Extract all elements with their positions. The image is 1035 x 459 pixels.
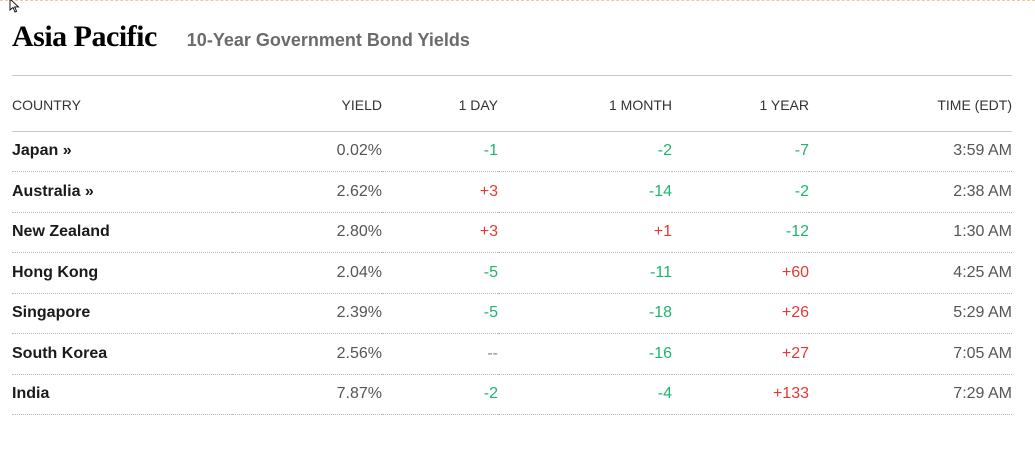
- change-1-day-cell: +3: [382, 171, 498, 213]
- time-cell: 7:05 AM: [809, 333, 1012, 375]
- country-name: Singapore: [12, 293, 232, 334]
- change-1-year-cell: +27: [672, 333, 809, 375]
- time-cell: 3:59 AM: [809, 131, 1012, 172]
- change-1-year-cell: -7: [672, 131, 809, 172]
- column-header-country[interactable]: COUNTRY: [12, 76, 232, 132]
- change-1-month-cell: +1: [498, 212, 672, 253]
- column-header-1-year[interactable]: 1 YEAR: [672, 76, 809, 132]
- table-row: New Zealand 2.80% +3 +1 -12 1:30 AM: [12, 212, 1012, 253]
- table-row: Japan » 0.02% -1 -2 -7 3:59 AM: [12, 131, 1012, 172]
- yield-cell: 2.56%: [232, 333, 382, 375]
- time-cell: 5:29 AM: [809, 293, 1012, 334]
- country-name: South Korea: [12, 333, 232, 375]
- change-1-year-cell: -2: [672, 171, 809, 213]
- yield-cell: 2.39%: [232, 293, 382, 334]
- change-1-month-cell: -18: [498, 293, 672, 334]
- yield-cell: 7.87%: [232, 374, 382, 415]
- bond-yields-table: COUNTRY YIELD 1 DAY 1 MONTH 1 YEAR TIME …: [12, 76, 1012, 415]
- change-1-day-cell: +3: [382, 212, 498, 253]
- change-1-day-cell: -5: [382, 252, 498, 294]
- change-1-year-cell: -12: [672, 212, 809, 253]
- header-divider: [12, 75, 1012, 76]
- change-1-day-cell: -5: [382, 293, 498, 334]
- change-1-day-cell: --: [382, 333, 498, 375]
- region-title: Asia Pacific: [12, 20, 157, 53]
- column-header-yield[interactable]: YIELD: [232, 76, 382, 132]
- mouse-pointer-icon: [9, 0, 20, 13]
- yield-cell: 0.02%: [232, 131, 382, 172]
- country-name: India: [12, 374, 232, 415]
- section-subtitle: 10-Year Government Bond Yields: [186, 30, 470, 50]
- change-1-year-cell: +133: [672, 374, 809, 415]
- change-1-year-cell: +60: [672, 252, 809, 294]
- section-header: Asia Pacific 10-Year Government Bond Yie…: [12, 20, 1012, 60]
- table-row: Australia » 2.62% +3 -14 -2 2:38 AM: [12, 171, 1012, 213]
- table-header-row: COUNTRY YIELD 1 DAY 1 MONTH 1 YEAR TIME …: [12, 76, 1012, 132]
- country-name: Hong Kong: [12, 252, 232, 294]
- country-name: New Zealand: [12, 212, 232, 253]
- change-1-year-cell: +26: [672, 293, 809, 334]
- yield-cell: 2.62%: [232, 171, 382, 213]
- change-1-month-cell: -16: [498, 333, 672, 375]
- table-row: Hong Kong 2.04% -5 -11 +60 4:25 AM: [12, 252, 1012, 294]
- bond-yields-section: Asia Pacific 10-Year Government Bond Yie…: [12, 20, 1012, 415]
- country-link[interactable]: Australia »: [12, 171, 232, 213]
- change-1-day-cell: -1: [382, 131, 498, 172]
- time-cell: 1:30 AM: [809, 212, 1012, 253]
- table-row: Singapore 2.39% -5 -18 +26 5:29 AM: [12, 293, 1012, 334]
- change-1-day-cell: -2: [382, 374, 498, 415]
- time-cell: 2:38 AM: [809, 171, 1012, 213]
- change-1-month-cell: -14: [498, 171, 672, 213]
- change-1-month-cell: -2: [498, 131, 672, 172]
- country-link[interactable]: Japan »: [12, 131, 232, 172]
- top-dashed-rule: [0, 0, 1035, 2]
- column-header-time[interactable]: TIME (EDT): [809, 76, 1012, 132]
- change-1-month-cell: -4: [498, 374, 672, 415]
- yield-cell: 2.80%: [232, 212, 382, 253]
- yield-cell: 2.04%: [232, 252, 382, 294]
- time-cell: 4:25 AM: [809, 252, 1012, 294]
- column-header-1-month[interactable]: 1 MONTH: [498, 76, 672, 132]
- change-1-month-cell: -11: [498, 252, 672, 294]
- time-cell: 7:29 AM: [809, 374, 1012, 415]
- table-row: India 7.87% -2 -4 +133 7:29 AM: [12, 374, 1012, 415]
- table-row: South Korea 2.56% -- -16 +27 7:05 AM: [12, 333, 1012, 375]
- column-header-1-day[interactable]: 1 DAY: [382, 76, 498, 132]
